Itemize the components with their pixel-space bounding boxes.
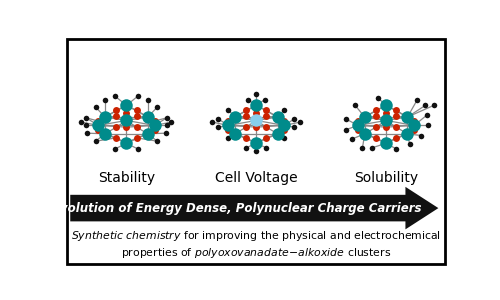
Text: Evolution of Energy Dense, Polynuclear Charge Carriers: Evolution of Energy Dense, Polynuclear C… (52, 202, 422, 214)
Text: Solubility: Solubility (354, 171, 418, 185)
Text: properties of $\mathbf{\mathit{polyoxovanadate\!-\!alkoxide}}$ clusters: properties of $\mathbf{\mathit{polyoxova… (121, 246, 392, 260)
Text: Cell Voltage: Cell Voltage (215, 171, 298, 185)
Text: Stability: Stability (98, 171, 155, 185)
Text: $\mathbf{\mathit{Synthetic\ chemistry}}$ for improving the physical and electroc: $\mathbf{\mathit{Synthetic\ chemistry}}$… (72, 229, 441, 243)
FancyArrow shape (70, 187, 438, 229)
FancyBboxPatch shape (67, 39, 446, 264)
